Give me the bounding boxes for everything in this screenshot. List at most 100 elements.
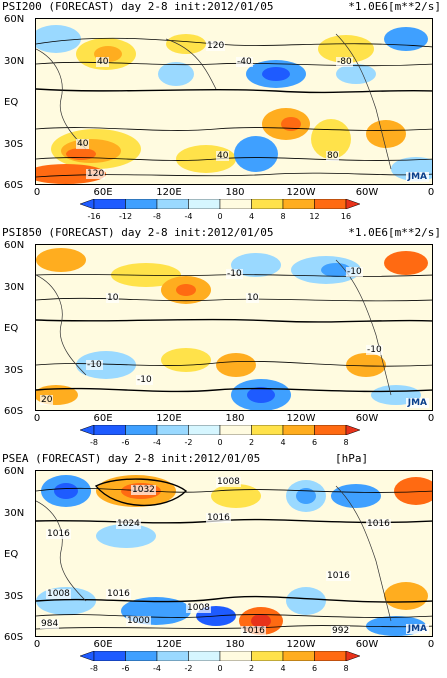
colorbar-tick: 2 bbox=[248, 664, 255, 673]
contour-label: 10 bbox=[106, 293, 120, 303]
y-tick-label: 30N bbox=[4, 56, 25, 67]
x-tick-label: 0 bbox=[427, 187, 435, 198]
y-tick-label: 60S bbox=[4, 406, 24, 417]
x-tick-label: 120W bbox=[286, 187, 316, 198]
x-tick-label: 180 bbox=[225, 413, 245, 424]
forecast-map: 1032 1008 1024 1016 1016 1016 1008 1016 … bbox=[35, 470, 433, 637]
contour-label: 1008 bbox=[216, 477, 241, 487]
colorbar-tick: 0 bbox=[217, 664, 223, 673]
x-tick-label: 0 bbox=[33, 187, 41, 198]
colorbar-tick: 8 bbox=[343, 438, 349, 447]
y-tick-label: 30S bbox=[4, 591, 24, 602]
map-field bbox=[36, 471, 432, 636]
y-tick-label: 30S bbox=[4, 365, 24, 376]
contour-label: 40 bbox=[216, 151, 230, 161]
contour-label: 1000 bbox=[126, 616, 151, 626]
contour-label: 992 bbox=[331, 626, 351, 636]
y-tick-label: 30S bbox=[4, 139, 24, 150]
y-tick-label: EQ bbox=[4, 97, 19, 108]
colorbar bbox=[80, 651, 360, 661]
panel-psea: PSEA (FORECAST) day 2-8 init:2012/01/05 … bbox=[0, 452, 447, 678]
contour-label: 80 bbox=[326, 151, 340, 161]
contour-label: 40 bbox=[76, 139, 90, 149]
panel-title: PSEA (FORECAST) day 2-8 init:2012/01/05 bbox=[2, 452, 261, 465]
colorbar-tick: 4 bbox=[248, 212, 255, 221]
contour-label: 1016 bbox=[326, 571, 351, 581]
x-tick-label: 60W bbox=[355, 187, 379, 198]
contour-label: -80 bbox=[336, 57, 353, 67]
y-tick-label: 60N bbox=[4, 240, 25, 251]
y-tick-label: 60N bbox=[4, 466, 25, 477]
x-tick-label: 120E bbox=[156, 187, 182, 198]
colorbar-tick: 4 bbox=[280, 664, 286, 673]
contour-label: -10 bbox=[86, 360, 103, 370]
jma-logo: JMA bbox=[405, 624, 429, 634]
contour-label: 984 bbox=[40, 619, 60, 629]
colorbar-tick: -16 bbox=[87, 212, 101, 221]
colorbar-tick: -8 bbox=[153, 212, 161, 221]
colorbar-tick: -6 bbox=[121, 664, 130, 673]
x-tick-label: 180 bbox=[225, 639, 245, 650]
contour-label: 120 bbox=[86, 169, 106, 179]
colorbar-tick: 8 bbox=[280, 212, 286, 221]
colorbar-tick: 16 bbox=[340, 212, 352, 221]
contour-label: 40 bbox=[96, 57, 110, 67]
colorbar-tick: -8 bbox=[90, 664, 98, 673]
x-tick-label: 60E bbox=[93, 413, 113, 424]
contour-label: 1024 bbox=[116, 519, 141, 529]
contour-label: 1032 bbox=[131, 485, 156, 495]
x-tick-label: 0 bbox=[33, 413, 41, 424]
y-tick-label: 60S bbox=[4, 632, 24, 643]
colorbar-tick: -4 bbox=[184, 212, 193, 221]
colorbar-tick: 12 bbox=[309, 212, 320, 221]
colorbar-tick: -4 bbox=[153, 664, 161, 673]
contour-label: 1008 bbox=[46, 589, 71, 599]
colorbar-tick: 6 bbox=[311, 438, 318, 447]
y-tick-label: 30N bbox=[4, 282, 25, 293]
colorbar-tick: 8 bbox=[343, 664, 349, 673]
x-tick-label: 0 bbox=[427, 639, 435, 650]
contour-label: 10 bbox=[246, 293, 260, 303]
map-field bbox=[36, 19, 432, 184]
contour-label: 20 bbox=[40, 395, 54, 405]
panel-unit: [hPa] bbox=[335, 452, 369, 465]
x-tick-label: 60E bbox=[93, 187, 113, 198]
y-tick-label: 60S bbox=[4, 180, 24, 191]
panel-unit: *1.0E6[m**2/s] bbox=[348, 226, 441, 239]
contour-label: -10 bbox=[366, 345, 383, 355]
y-tick-label: 60N bbox=[4, 14, 25, 25]
contour-label: -10 bbox=[346, 267, 363, 277]
x-tick-label: 60W bbox=[355, 413, 379, 424]
colorbar-tick: -8 bbox=[90, 438, 98, 447]
x-tick-label: 120W bbox=[286, 639, 316, 650]
contour-label: -10 bbox=[136, 375, 153, 385]
jma-logo: JMA bbox=[405, 172, 429, 182]
y-tick-label: EQ bbox=[4, 323, 19, 334]
x-tick-label: 0 bbox=[33, 639, 41, 650]
panel-title: PSI850 (FORECAST) day 2-8 init:2012/01/0… bbox=[2, 226, 274, 239]
panel-title: PSI200 (FORECAST) day 2-8 init:2012/01/0… bbox=[2, 0, 274, 13]
x-tick-label: 120E bbox=[156, 639, 182, 650]
x-tick-label: 0 bbox=[427, 413, 435, 424]
contour-label: 1008 bbox=[186, 603, 211, 613]
contour-label: 120 bbox=[206, 41, 226, 51]
forecast-map: 40 -40 -80 120 40 40 80 120 JMA bbox=[35, 18, 433, 185]
y-tick-label: 30N bbox=[4, 508, 25, 519]
panel-psi850: PSI850 (FORECAST) day 2-8 init:2012/01/0… bbox=[0, 226, 447, 452]
panel-unit: *1.0E6[m**2/s] bbox=[348, 0, 441, 13]
x-tick-label: 120W bbox=[286, 413, 316, 424]
forecast-map: 10 -10 10 -10 -10 -10 20 -10 JMA bbox=[35, 244, 433, 411]
contour-label: 1016 bbox=[366, 519, 391, 529]
colorbar bbox=[80, 199, 360, 209]
colorbar-tick: 0 bbox=[217, 212, 223, 221]
contour-label: 1016 bbox=[46, 529, 71, 539]
colorbar bbox=[80, 425, 360, 435]
colorbar-tick: 6 bbox=[311, 664, 318, 673]
jma-logo: JMA bbox=[405, 398, 429, 408]
x-tick-label: 60E bbox=[93, 639, 113, 650]
x-tick-label: 120E bbox=[156, 413, 182, 424]
x-tick-label: 60W bbox=[355, 639, 379, 650]
x-tick-label: 180 bbox=[225, 187, 245, 198]
y-tick-label: EQ bbox=[4, 549, 19, 560]
colorbar-tick: -2 bbox=[184, 438, 193, 447]
